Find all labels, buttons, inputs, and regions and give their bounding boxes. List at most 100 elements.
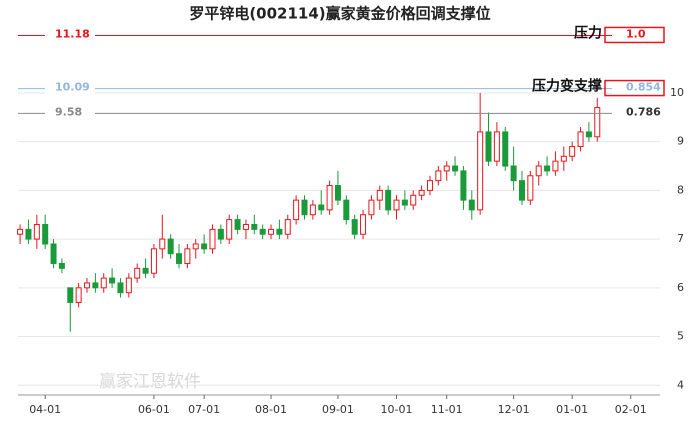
candle-body (460, 170, 467, 201)
candle-body (100, 277, 107, 289)
candle-body (477, 131, 484, 211)
candle-body (192, 243, 199, 250)
candle-body (284, 219, 291, 235)
candle-body (435, 170, 442, 182)
candle-body (268, 228, 275, 235)
candle-body (242, 223, 249, 230)
chart-title: 罗平锌电(002114)赢家黄金价格回调支撑位 (189, 5, 490, 23)
x-tick-label: 04-01 (29, 403, 61, 416)
candle-body (42, 223, 49, 245)
candle-body (84, 282, 91, 289)
candle-body (142, 267, 149, 274)
candle-body (376, 189, 383, 201)
candle-body (351, 219, 358, 235)
y-tick-label: 5 (677, 330, 684, 343)
level-label-bg (45, 106, 95, 120)
candle-body (385, 189, 392, 211)
x-tick-label: 08-01 (255, 403, 287, 416)
candle-body (443, 165, 450, 172)
candle-body (502, 131, 509, 167)
level-label-bg (45, 81, 95, 95)
y-tick-label: 10 (670, 86, 684, 99)
candle-body (468, 199, 475, 211)
candle-body (326, 185, 333, 211)
candle-body (594, 107, 601, 138)
candle-body (25, 228, 32, 240)
candle-body (334, 185, 341, 201)
candle-body (518, 180, 525, 201)
level-ratio: 0.786 (626, 105, 661, 118)
candle-body (117, 282, 124, 294)
candle-body (418, 189, 425, 196)
level-tag: 压力 (574, 24, 602, 41)
candle-body (309, 204, 316, 216)
level-value: 10.09 (55, 81, 90, 94)
candle-body (426, 180, 433, 191)
candle-body (485, 131, 492, 162)
y-tick-label: 6 (677, 281, 684, 294)
y-tick-label: 8 (677, 183, 684, 196)
candle-body (109, 277, 116, 284)
y-tick-label: 9 (677, 135, 684, 148)
candle-body (176, 253, 183, 264)
ratio-bg (612, 106, 660, 120)
x-tick-label: 11-01 (431, 403, 463, 416)
candle-body (217, 228, 224, 240)
candle-body (535, 165, 542, 177)
y-tick-label: 7 (677, 232, 684, 245)
candle-body (343, 199, 350, 221)
candle-body (50, 243, 57, 264)
candle-body (393, 199, 400, 211)
candle-body (527, 175, 534, 201)
x-tick-label: 06-01 (138, 403, 170, 416)
level-value: 9.58 (55, 105, 82, 118)
candle-body (134, 267, 141, 279)
x-tick-label: 01-01 (556, 403, 588, 416)
ratio-bg (612, 28, 660, 42)
x-tick-label: 09-01 (322, 403, 354, 416)
x-tick-label: 07-01 (188, 403, 220, 416)
candle-body (410, 194, 417, 206)
candle-body (251, 223, 258, 230)
candle-body (510, 165, 517, 182)
candle-body (544, 165, 551, 172)
candle-body (201, 243, 208, 250)
candle-body (58, 262, 65, 269)
candle-body (401, 199, 408, 206)
level-tag: 压力变支撑 (532, 78, 602, 95)
candle-body (552, 160, 559, 172)
ratio-bg (612, 81, 660, 95)
x-tick-label: 02-01 (615, 403, 647, 416)
candle-body (293, 199, 300, 221)
candle-body (234, 219, 241, 230)
x-tick-label: 10-01 (381, 403, 413, 416)
candle-body (92, 282, 99, 289)
candle-body (560, 155, 567, 162)
ratio-box (604, 79, 665, 97)
candle-body (301, 199, 308, 216)
candle-body (318, 204, 325, 211)
candle-body (259, 228, 266, 235)
candle-body (569, 146, 576, 157)
x-tick-label: 12-01 (498, 403, 530, 416)
candle-body (585, 131, 592, 138)
candle-body (452, 165, 459, 172)
level-value: 11.18 (55, 27, 90, 40)
candle-body (577, 131, 584, 148)
candle-body (167, 238, 174, 255)
candle-body (67, 287, 74, 303)
watermark: 赢家江恩软件 (99, 372, 201, 392)
candle-body (75, 287, 82, 303)
level-ratio: 1.0 (626, 27, 646, 40)
candle-body (159, 238, 166, 250)
y-tick-label: 4 (677, 378, 684, 391)
candle-body (493, 131, 500, 162)
candle-body (125, 277, 132, 294)
candle-body (276, 228, 283, 235)
candle-body (184, 248, 191, 264)
candle-body (33, 223, 40, 240)
candle-body (360, 214, 367, 235)
candle-body (209, 228, 216, 250)
candle-body (17, 228, 24, 235)
